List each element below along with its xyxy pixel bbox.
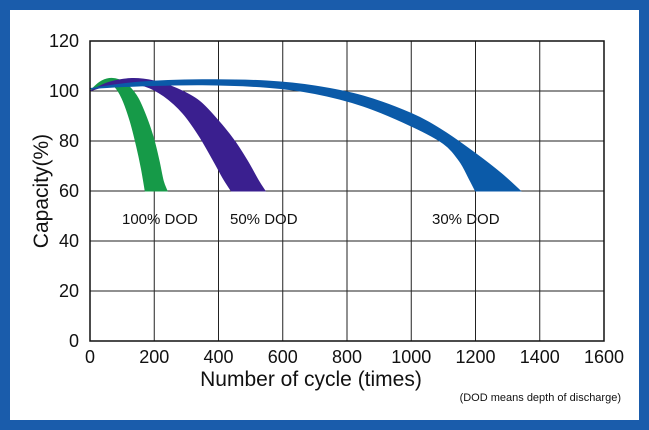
plot-border [89, 40, 605, 342]
x-tick-label-0: 0 [85, 347, 95, 367]
tick-layer: 0 200 400 600 800 1000 1200 1400 1600 0 20 40 60 80 10… [49, 31, 624, 367]
x-tick-label-200: 200 [139, 347, 169, 367]
x-tick-label-1000: 1000 [391, 347, 431, 367]
grid-layer [90, 41, 604, 341]
x-tick-label-1600: 1600 [584, 347, 624, 367]
x-tick-label-1200: 1200 [455, 347, 495, 367]
x-tick-label-800: 800 [332, 347, 362, 367]
y-axis-title: Capacity(%) [30, 134, 53, 248]
series-layer [89, 77, 522, 192]
x-axis-title: Number of cycle (times) [200, 368, 422, 391]
y-tick-label-120: 120 [49, 31, 79, 51]
series-label-50-dod: 50% DOD [230, 211, 298, 228]
x-tick-label-600: 600 [268, 347, 298, 367]
y-tick-label-0: 0 [69, 331, 79, 351]
x-tick-label-400: 400 [203, 347, 233, 367]
series-label-30-dod: 30% DOD [432, 211, 500, 228]
y-tick-label-100: 100 [49, 81, 79, 101]
dod-note: (DOD means depth of discharge) [460, 392, 621, 404]
y-tick-label-80: 80 [59, 131, 79, 151]
y-tick-label-60: 60 [59, 181, 79, 201]
x-tick-label-1400: 1400 [520, 347, 560, 367]
series-band-30-dod [89, 79, 522, 192]
series-label-100-dod: 100% DOD [122, 211, 198, 228]
y-tick-label-40: 40 [59, 231, 79, 251]
y-tick-label-20: 20 [59, 281, 79, 301]
